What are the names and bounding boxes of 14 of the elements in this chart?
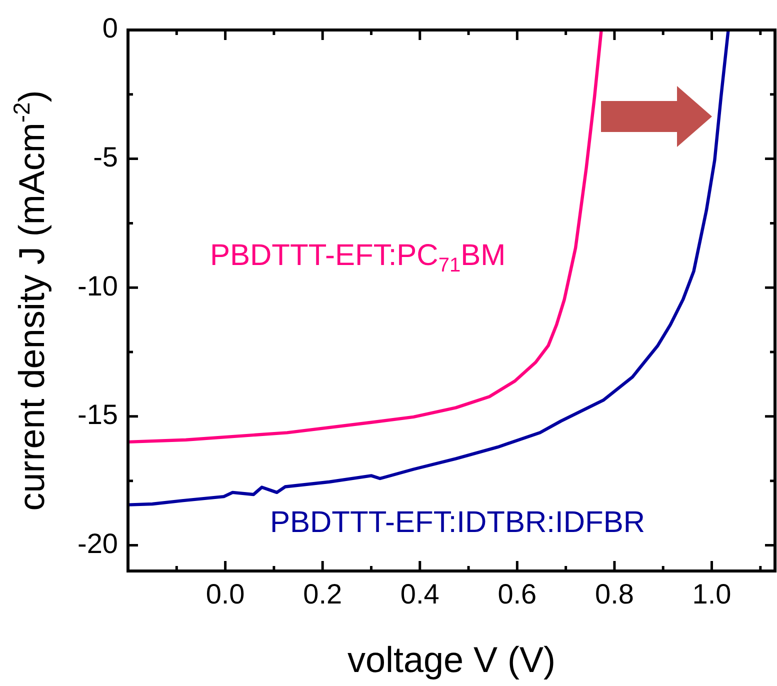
x-tick-label: 0.6 [498, 578, 537, 610]
y-tick-label: -10 [78, 270, 118, 302]
x-tick-label: 0.4 [400, 578, 440, 610]
y-axis-title: current density J (mAcm-2) [8, 90, 52, 511]
x-tick-label: 0.0 [206, 578, 245, 610]
y-tick-label: -15 [78, 399, 118, 430]
series-label: PBDTTT-EFT:IDTBR:IDFBR [270, 506, 645, 539]
y-tick-label: -20 [78, 528, 118, 559]
y-tick-label: -5 [93, 142, 118, 173]
x-tick-label: 0.2 [303, 578, 342, 610]
y-tick-label: 0 [102, 12, 118, 44]
x-tick-label: 0.8 [594, 578, 634, 610]
x-axis-title: voltage V (V) [347, 639, 556, 680]
x-tick-label: 1.0 [692, 578, 732, 610]
